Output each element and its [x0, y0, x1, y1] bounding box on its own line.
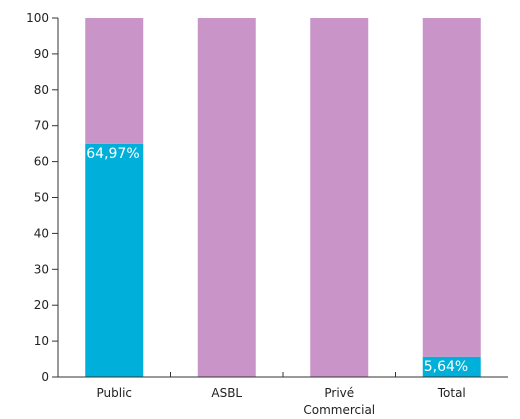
y-tick-label-1: 10	[34, 334, 49, 348]
x-category-label-1: ASBL	[211, 386, 242, 400]
y-tick-label-3: 30	[34, 262, 49, 276]
x-category-label-0: Public	[96, 386, 132, 400]
axes-group: 0 10 20 30 40 50 60 70 80 90 100 Public ASBL Privé Com…	[26, 11, 508, 417]
bar-segment-1-1	[197, 18, 256, 377]
x-category-label-3: Total	[437, 386, 466, 400]
y-tick-label-9: 90	[34, 47, 49, 61]
y-tick-label-7: 70	[34, 119, 49, 133]
x-category-label-line-2-1: Commercial	[303, 403, 375, 417]
y-tick-label-5: 50	[34, 191, 49, 205]
data-labels-group: 64,97% 5,64%	[86, 146, 468, 375]
x-category-label-line-1-0: ASBL	[211, 386, 242, 400]
y-tick-label-10: 100	[26, 11, 49, 25]
x-category-label-line-3-0: Total	[437, 386, 466, 400]
x-category-label-line-2-0: Privé	[324, 386, 354, 400]
y-tick-label-8: 80	[34, 83, 49, 97]
bar-segment-3-1	[422, 18, 481, 357]
bar-segment-0-0	[85, 143, 144, 377]
bar-segment-3-0	[422, 356, 481, 377]
data-label-3: 5,64%	[424, 359, 468, 375]
x-category-label-line-0-0: Public	[96, 386, 132, 400]
y-tick-label-2: 20	[34, 298, 49, 312]
bar-segment-0-1	[85, 18, 144, 144]
y-tick-label-0: 0	[41, 370, 49, 384]
bars-group	[85, 18, 481, 377]
y-tick-label-4: 40	[34, 226, 49, 240]
bar-segment-2-1	[310, 18, 369, 377]
y-tick-label-6: 60	[34, 155, 49, 169]
data-label-0: 64,97%	[86, 146, 139, 162]
x-category-label-2: Privé Commercial	[303, 386, 375, 417]
